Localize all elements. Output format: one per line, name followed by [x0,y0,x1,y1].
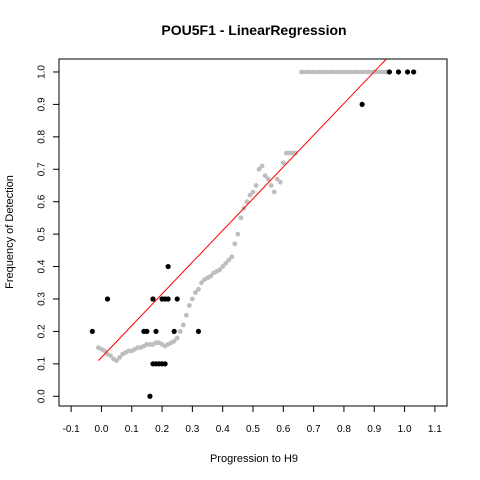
smooth-point [238,215,244,221]
observed-point [386,69,393,75]
y-axis: 0.0 0.1 0.2 0.3 0.4 0.5 0.6 0.7 0.8 0.9 1.0 [37,65,59,403]
y-tick-label: 0.8 [37,129,48,143]
smooth-point [232,241,238,247]
y-tick-label: 0.6 [37,194,48,208]
x-tick-label: 0.0 [94,424,108,435]
smooth-point [247,192,253,198]
y-tick-label: 0.7 [37,162,48,176]
smooth-point [177,329,183,334]
regression-line [98,58,387,361]
observed-point [195,328,202,335]
y-tick-label: 0.4 [37,259,48,273]
smooth-point [217,267,223,273]
smooth-point [114,358,119,363]
x-tick-label: 0.2 [155,424,169,435]
x-tick-label: 1.1 [428,424,442,435]
observed-point [395,69,402,75]
x-tick-label: 0.7 [307,424,321,435]
x-tick-label: 0.4 [216,424,230,435]
observed-point [359,101,365,108]
smooth-point [253,183,259,188]
observed-point [153,328,159,335]
smooth-point [229,254,235,260]
smooth-point [171,338,177,344]
smooth-point [226,257,232,263]
chart-title: POU5F1 - LinearRegression [161,22,346,38]
smooth-point [208,273,213,279]
observed-point [165,263,171,270]
observed-point [150,296,156,302]
y-tick-label: 0.5 [37,227,48,241]
smooth-point [235,231,241,237]
smooth-point [186,303,192,308]
observed-point [162,361,168,367]
x-tick-label: -0.1 [63,424,81,435]
smooth-point [180,322,186,328]
smooth-point [196,286,201,292]
smooth-point [199,280,204,286]
x-tick-label: 1.0 [398,424,412,435]
smooth-point [268,183,274,188]
y-tick-label: 1.0 [37,65,48,79]
smooth-point [256,166,262,172]
x-tick-label: 0.9 [367,424,381,435]
smooth-point [265,176,271,182]
smooth-point [174,335,180,341]
smooth-point [189,296,195,302]
observed-point [89,328,95,335]
x-axis: -0.1 0.0 0.1 0.2 0.3 0.4 0.5 0.6 0.7 0.8 0.9 1.0 1.1 [63,406,442,435]
y-axis-label: Frequency of Detection [4,175,16,289]
smooth-point [280,160,286,166]
observed-point [404,69,411,75]
observed-point [165,296,171,302]
x-tick-label: 0.3 [185,424,199,435]
observed-point [171,328,177,335]
x-tick-label: 0.6 [276,424,290,435]
smooth-point [274,176,280,182]
observed-point [144,328,150,335]
observed-point [174,296,180,302]
smooth-point [183,312,189,318]
x-tick-label: 0.1 [125,424,139,435]
smooth-point [220,264,226,269]
y-tick-label: 0.3 [37,292,48,306]
y-tick-label: 0.2 [37,324,48,338]
x-tick-label: 0.5 [246,424,260,435]
smooth-point [259,163,265,169]
observed-point [104,296,111,302]
observed-point [147,393,153,399]
smooth-point [223,260,229,266]
x-axis-label: Progression to H9 [210,453,298,465]
observed-point [411,69,417,75]
plot-marks [89,58,417,399]
y-tick-label: 0.0 [37,389,48,403]
smooth-point [193,290,198,295]
y-tick-label: 0.9 [37,97,48,111]
smooth-point [262,173,268,179]
smooth-point [108,353,113,359]
smooth-point [271,189,277,195]
y-tick-label: 0.1 [37,356,48,370]
smooth-point [117,354,123,360]
smooth-point [250,189,256,195]
smooth-point [293,150,298,156]
smooth-point [244,199,250,205]
x-tick-label: 0.8 [337,424,351,435]
smooth-point [102,348,107,354]
smooth-point [277,179,283,185]
